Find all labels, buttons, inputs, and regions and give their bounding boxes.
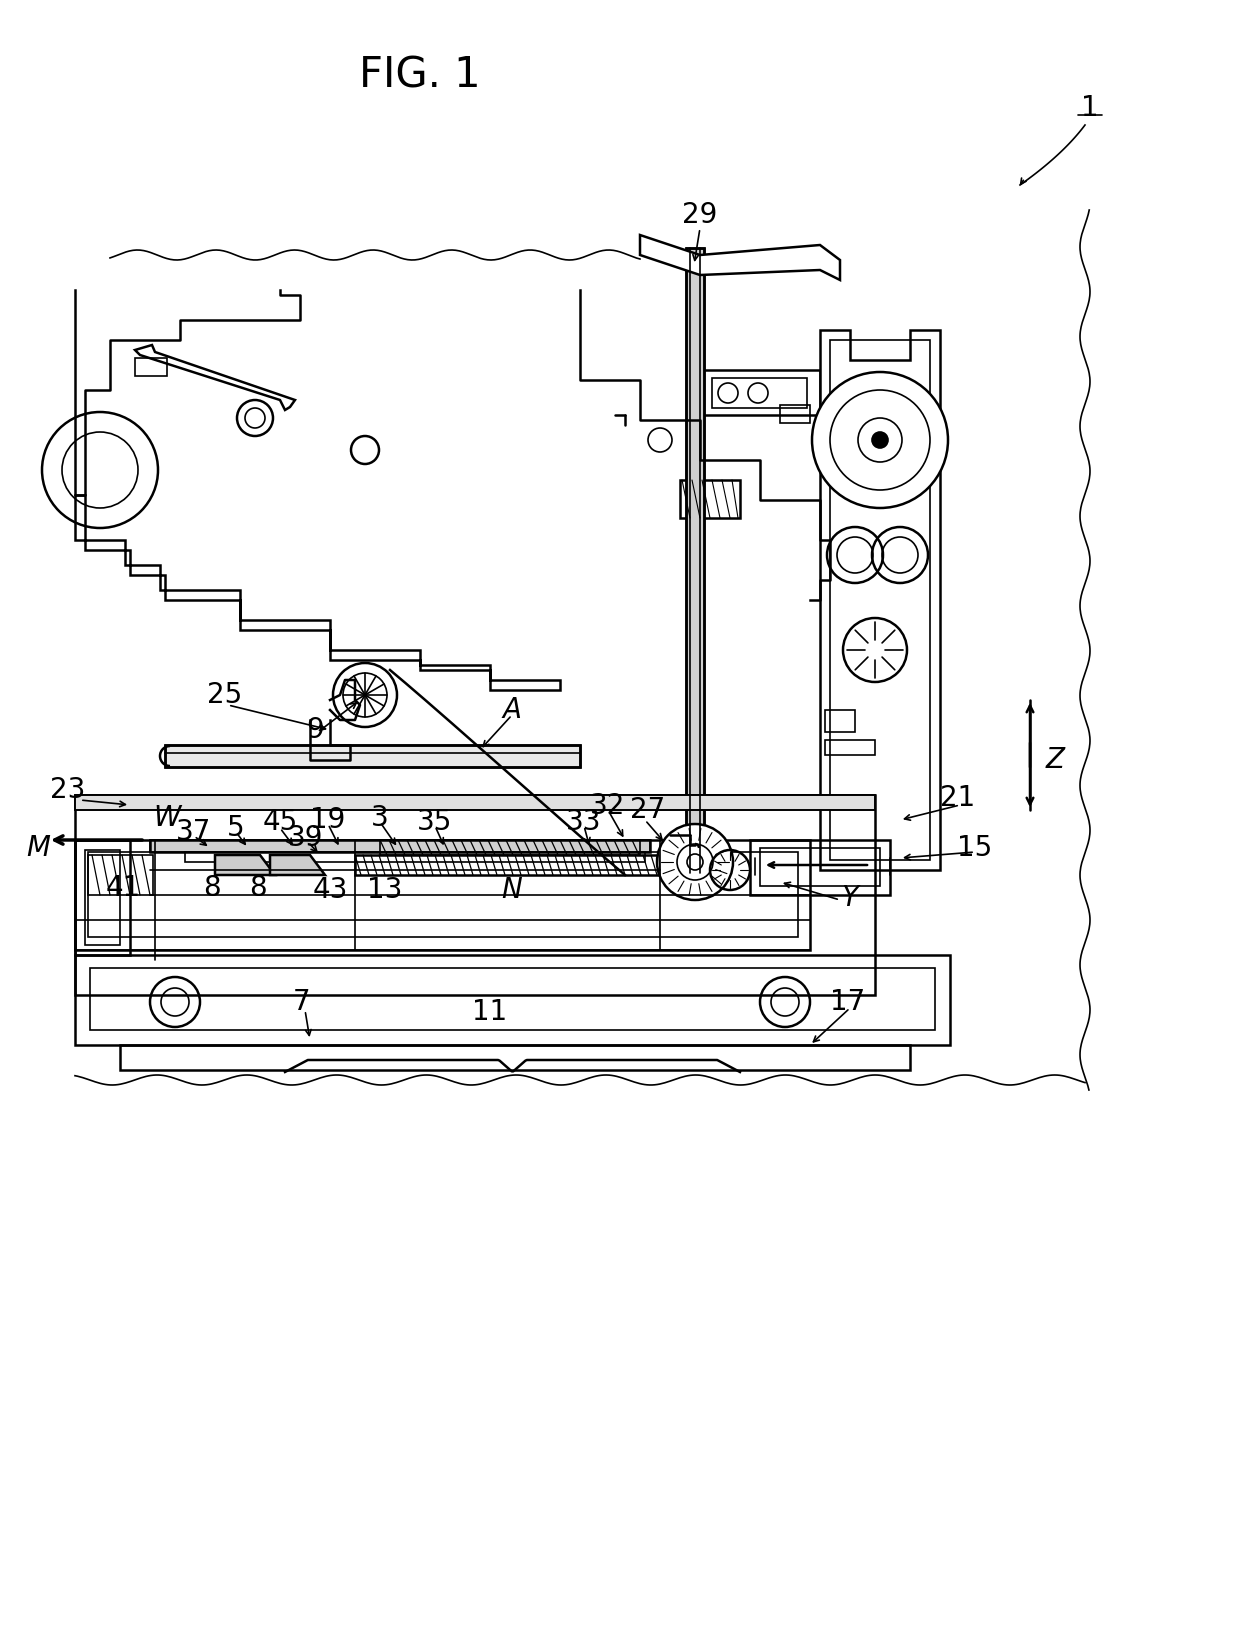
Bar	[88, 852, 799, 937]
Bar	[379, 840, 640, 855]
Bar	[165, 745, 580, 766]
Bar	[150, 840, 650, 852]
Bar	[185, 852, 645, 862]
Bar	[830, 340, 930, 860]
Text: 8: 8	[203, 875, 221, 903]
Text: 33: 33	[567, 807, 601, 835]
Bar	[88, 855, 153, 894]
Text: 37: 37	[176, 817, 212, 847]
Text: 39: 39	[288, 824, 324, 852]
Bar	[680, 481, 740, 519]
Bar	[701, 369, 820, 415]
Bar	[825, 740, 875, 755]
Text: FIG. 1: FIG. 1	[360, 56, 481, 97]
Polygon shape	[215, 855, 275, 875]
Bar	[355, 855, 660, 875]
Bar	[74, 794, 875, 811]
Polygon shape	[640, 235, 839, 281]
Text: W: W	[154, 804, 181, 832]
Bar	[712, 377, 807, 409]
Text: 5: 5	[227, 814, 244, 842]
Text: Y: Y	[842, 884, 858, 912]
Bar	[74, 840, 130, 955]
Bar	[86, 850, 120, 945]
Text: 8: 8	[249, 875, 267, 903]
Text: 11: 11	[472, 998, 507, 1026]
Text: 13: 13	[367, 876, 403, 904]
Bar	[74, 794, 875, 994]
Text: 35: 35	[418, 807, 453, 835]
Text: 23: 23	[51, 776, 86, 804]
Text: 43: 43	[312, 876, 347, 904]
Bar	[120, 1045, 910, 1070]
Text: 3: 3	[371, 804, 389, 832]
Bar	[686, 248, 704, 873]
Circle shape	[812, 373, 949, 509]
Bar	[74, 955, 950, 1045]
Text: 19: 19	[310, 806, 346, 834]
Polygon shape	[820, 330, 940, 870]
Bar	[91, 968, 935, 1031]
Bar	[74, 794, 875, 811]
Polygon shape	[135, 345, 295, 410]
Bar	[750, 840, 890, 894]
Circle shape	[872, 432, 888, 448]
Bar	[74, 840, 810, 950]
Text: Z: Z	[1045, 747, 1064, 775]
Polygon shape	[74, 496, 560, 689]
Bar	[150, 840, 650, 852]
Text: M: M	[26, 834, 50, 862]
Bar	[780, 405, 810, 423]
Text: 21: 21	[940, 784, 976, 812]
Text: 41: 41	[105, 875, 140, 903]
Text: 9: 9	[306, 715, 324, 743]
Text: 32: 32	[590, 793, 626, 820]
Bar	[760, 848, 880, 886]
Circle shape	[657, 824, 733, 899]
Text: 1: 1	[1081, 94, 1099, 121]
Text: N: N	[502, 876, 522, 904]
Bar	[135, 358, 167, 376]
Bar	[686, 248, 704, 873]
Polygon shape	[270, 855, 325, 875]
Bar	[825, 711, 856, 732]
Text: 17: 17	[831, 988, 866, 1016]
Text: 25: 25	[207, 681, 243, 709]
Text: 45: 45	[263, 807, 298, 835]
Text: 27: 27	[630, 796, 666, 824]
Text: 29: 29	[682, 200, 718, 230]
Text: A: A	[502, 696, 522, 724]
Bar	[165, 745, 580, 766]
Text: 15: 15	[957, 834, 993, 862]
Text: 7: 7	[293, 988, 311, 1016]
